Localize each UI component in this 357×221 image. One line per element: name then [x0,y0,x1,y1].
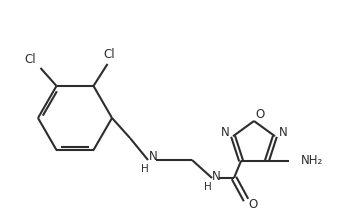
Text: Cl: Cl [25,53,36,67]
Text: N: N [212,170,220,183]
Text: O: O [248,198,258,211]
Text: NH₂: NH₂ [301,154,323,167]
Text: N: N [278,126,287,139]
Text: N: N [149,151,157,164]
Text: H: H [141,164,149,174]
Text: N: N [221,126,230,139]
Text: Cl: Cl [104,48,115,61]
Text: H: H [204,182,212,192]
Text: O: O [255,107,265,120]
